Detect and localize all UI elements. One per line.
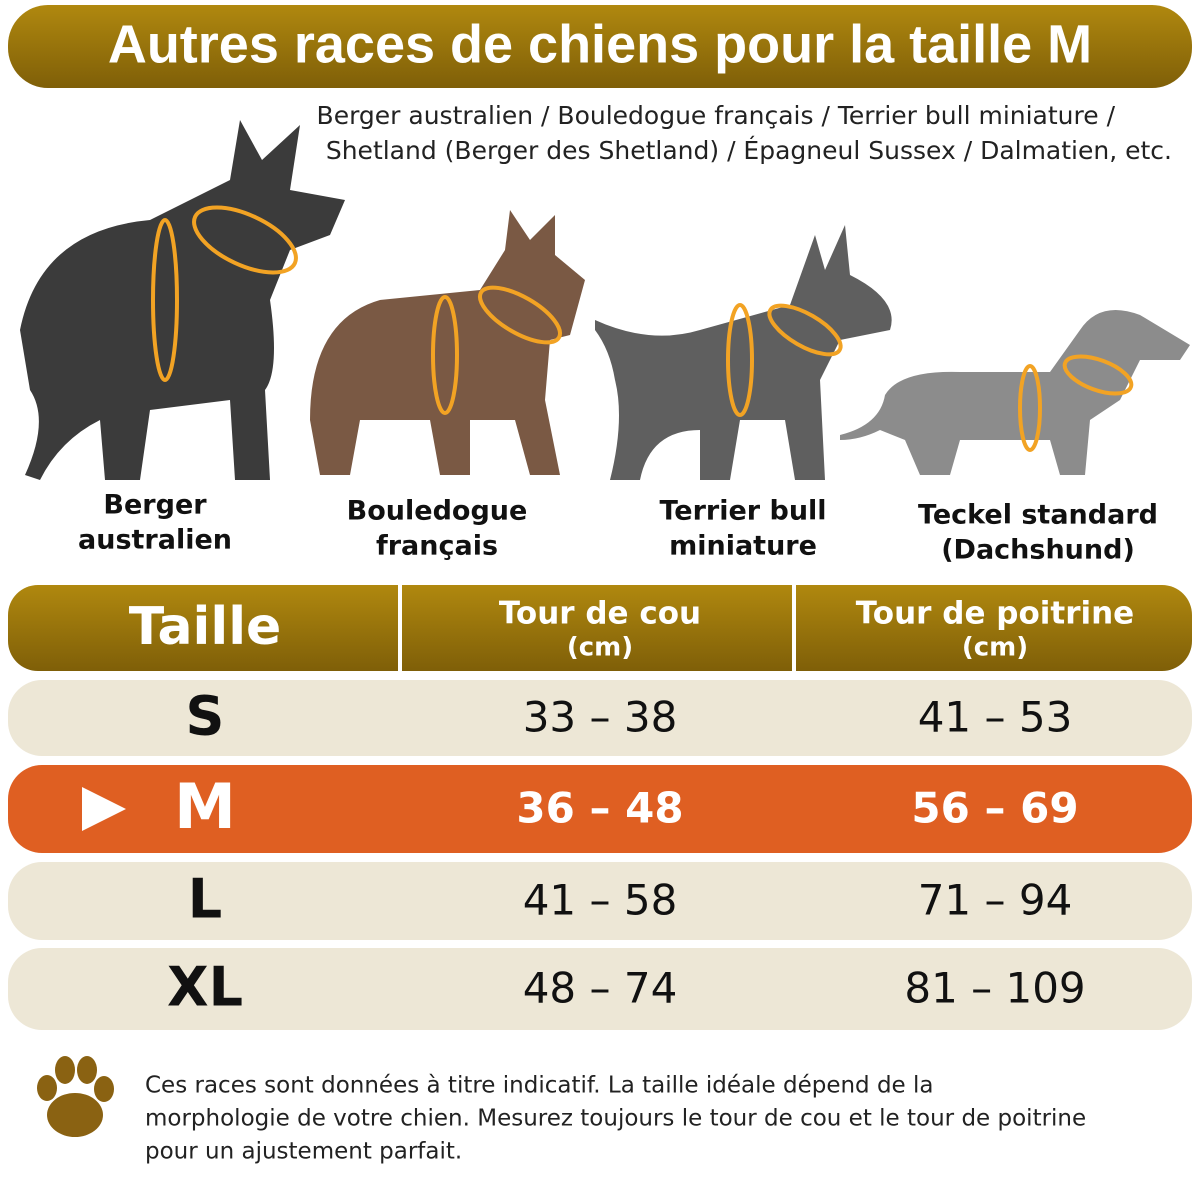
- column-header: Taille: [129, 597, 282, 657]
- measurement: 41 – 58: [523, 876, 678, 925]
- measurement: 48 – 74: [523, 964, 678, 1013]
- dog-silhouette: [20, 120, 345, 480]
- measurement: 81 – 109: [904, 964, 1085, 1013]
- title-banner: [8, 5, 1192, 88]
- harness: [192, 205, 298, 275]
- subtitle: Berger australien / Bouledogue français …: [317, 101, 1116, 130]
- harness: [431, 295, 459, 415]
- row-bg: [8, 680, 1192, 756]
- harness: [726, 303, 754, 417]
- size-label: M: [174, 770, 236, 843]
- paw-icon: [37, 1056, 114, 1137]
- measurement: 33 – 38: [523, 693, 678, 742]
- title: Autres races de chiens pour la taille M: [108, 14, 1092, 74]
- dog-silhouette: [595, 225, 892, 480]
- measurement: 41 – 53: [918, 693, 1073, 742]
- size-label: L: [188, 868, 222, 931]
- size-label: XL: [167, 956, 243, 1019]
- column-header: Tour de poitrine: [856, 596, 1134, 632]
- dog-label: Teckel standard: [918, 500, 1158, 531]
- dog-label: français: [376, 531, 498, 562]
- harness: [767, 303, 843, 357]
- harness: [1018, 364, 1042, 452]
- measurement: 71 – 94: [918, 876, 1073, 925]
- row-bg: [8, 862, 1192, 940]
- row-bg: [8, 948, 1192, 1030]
- dog-label: Terrier bull: [659, 496, 826, 527]
- column-header: (cm): [567, 633, 633, 663]
- arrow-icon: [82, 787, 126, 831]
- dog-silhouette: [840, 310, 1190, 475]
- note-text: morphologie de votre chien. Mesurez touj…: [145, 1106, 1086, 1132]
- dog-label: miniature: [669, 531, 817, 562]
- harness: [151, 218, 179, 382]
- column-header: (cm): [962, 633, 1028, 663]
- column-header: Tour de cou: [499, 596, 701, 632]
- measurement: 56 – 69: [911, 784, 1078, 833]
- table-header-bg: [8, 585, 1192, 671]
- dog-label: Bouledogue: [347, 496, 528, 527]
- note-text: Ces races sont données à titre indicatif…: [145, 1073, 934, 1099]
- subtitle: Shetland (Berger des Shetland) / Épagneu…: [326, 136, 1172, 165]
- harness: [1062, 354, 1134, 396]
- dog-label: Berger: [103, 490, 207, 521]
- harness: [478, 285, 562, 345]
- measurement: 36 – 48: [516, 784, 683, 833]
- dog-silhouette: [310, 210, 585, 475]
- dog-label: (Dachshund): [941, 535, 1135, 566]
- size-label: S: [186, 685, 225, 748]
- highlighted-row-bg: [8, 765, 1192, 853]
- note-text: pour un ajustement parfait.: [145, 1139, 462, 1165]
- dog-label: australien: [78, 525, 232, 556]
